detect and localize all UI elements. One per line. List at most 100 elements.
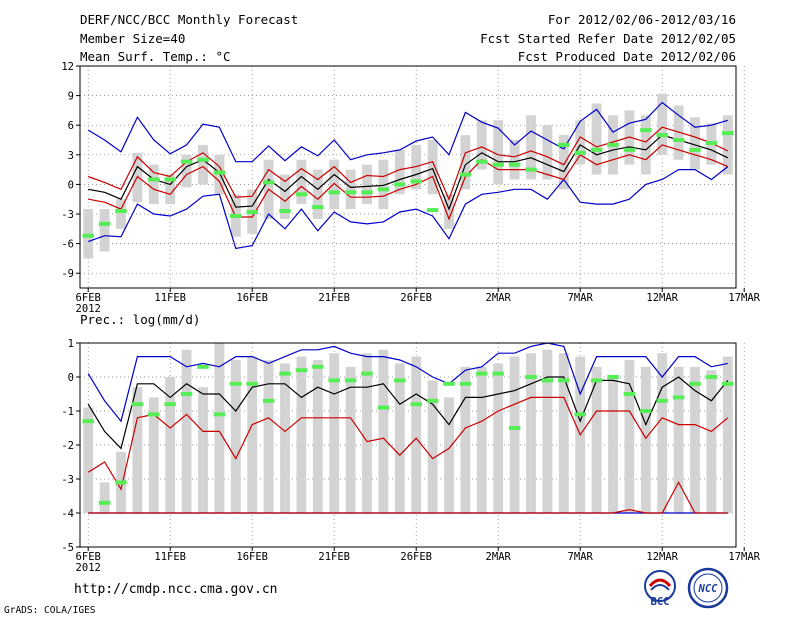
ensemble-box [526, 115, 536, 180]
x-tick-label: 2MAR [486, 551, 512, 563]
y-tick-label: 1 [68, 338, 74, 350]
series-line-min [87, 166, 729, 250]
observed-marker [476, 371, 488, 376]
ensemble-box [542, 125, 553, 180]
ensemble-box [312, 360, 323, 513]
ensemble-box [296, 356, 307, 513]
observed-marker [279, 209, 291, 214]
observed-marker [689, 147, 701, 152]
x-tick-label: 26FEB [400, 292, 432, 304]
ensemble-box [345, 366, 356, 513]
y-tick-label: -5 [61, 542, 74, 554]
observed-marker [361, 190, 373, 195]
observed-marker [459, 381, 472, 386]
observed-marker [361, 371, 373, 376]
observed-marker [574, 412, 586, 417]
ensemble-box [509, 356, 520, 513]
ensemble-box [345, 169, 356, 210]
observed-marker [640, 409, 652, 413]
x-tick-label: 12MAR [646, 551, 678, 563]
y-tick-label: -6 [61, 239, 74, 251]
y-tick-label: 3 [68, 150, 74, 162]
ensemble-box [526, 353, 536, 513]
ensemble-box [247, 356, 258, 513]
observed-marker [689, 381, 701, 386]
y-tick-label: 12 [61, 61, 74, 73]
series-line-lower [88, 481, 728, 514]
x-tick-label: 17MAR [728, 292, 760, 304]
ensemble-box [394, 363, 405, 513]
observed-marker [508, 426, 521, 430]
series-line-mean [87, 376, 729, 450]
observed-marker [82, 419, 94, 424]
observed-marker [394, 378, 406, 383]
series-line-lower [88, 144, 729, 221]
ensemble-box [444, 194, 454, 229]
ensemble-box [296, 159, 307, 205]
observed-marker [312, 205, 324, 210]
observed-marker [558, 378, 570, 383]
observed-marker [426, 398, 439, 403]
x-tick-label: 16FEB [236, 551, 268, 563]
observed-marker [672, 138, 685, 142]
observed-marker [344, 190, 357, 195]
ensemble-box [198, 387, 208, 513]
ensemble-box [722, 356, 733, 513]
ensemble-box [394, 149, 405, 195]
ensemble-box [657, 93, 668, 155]
observed-marker [525, 375, 537, 379]
observed-marker [295, 192, 308, 197]
ensemble-box [673, 366, 684, 513]
series-line-upper [87, 126, 729, 201]
observed-marker [164, 402, 176, 407]
y-tick-label: -3 [61, 209, 74, 221]
observed-marker [213, 170, 226, 175]
x-tick-label: 2MAR [486, 292, 512, 304]
x-tick-label: 12MAR [646, 292, 678, 304]
y-tick-label: -4 [61, 508, 74, 520]
member-size: Member Size=40 [80, 31, 186, 46]
fcst-started: Fcst Started Refer Date 2012/02/05 [480, 31, 736, 46]
observed-marker [640, 128, 652, 133]
variable-label: Mean Surf. Temp.: °C [80, 49, 231, 64]
ensemble-box [198, 144, 208, 185]
ensemble-box [624, 360, 635, 513]
source-url[interactable]: http://cmdp.ncc.cma.gov.cn [74, 582, 278, 597]
ensemble-box [280, 363, 290, 513]
ensemble-box [378, 349, 389, 513]
observed-marker [279, 371, 291, 376]
observed-marker [295, 368, 308, 373]
observed-marker [148, 177, 160, 182]
observed-marker [312, 364, 324, 369]
observed-marker [82, 233, 94, 238]
observed-marker [705, 375, 718, 379]
observed-marker [590, 378, 603, 383]
observed-marker [574, 150, 586, 155]
ncc-logo-text: NCC [698, 583, 719, 595]
ensemble-box [476, 366, 487, 513]
grads-credit: GrADS: COLA/IGES [4, 605, 96, 616]
observed-marker [656, 398, 668, 403]
ensemble-box [493, 363, 504, 513]
observed-marker [197, 157, 209, 162]
observed-marker [623, 392, 636, 396]
ensemble-box [608, 377, 618, 513]
x-tick-label: 21FEB [318, 292, 350, 304]
fcst-produced: Fcst Produced Date 2012/02/06 [517, 49, 736, 64]
observed-marker [623, 147, 636, 152]
y-tick-label: -1 [61, 406, 74, 418]
observed-marker [607, 375, 619, 379]
x-tick-label: 11FEB [154, 292, 186, 304]
observed-marker [410, 402, 422, 407]
ensemble-box [591, 366, 602, 513]
ensemble-box [83, 407, 94, 513]
x-tick-label: 6FEB [76, 292, 101, 304]
ensemble-box [329, 353, 340, 513]
x-year-label: 2012 [76, 562, 101, 574]
observed-marker [492, 162, 504, 167]
observed-marker [246, 381, 258, 386]
y-tick-label: 6 [68, 120, 74, 132]
observed-marker [98, 221, 111, 226]
observed-marker [541, 378, 554, 383]
